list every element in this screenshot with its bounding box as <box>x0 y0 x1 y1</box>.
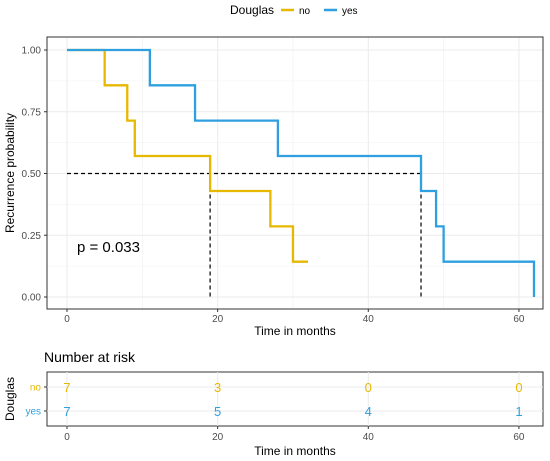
risk-count-no: 0 <box>365 380 372 395</box>
risk-count-no: 7 <box>63 380 70 395</box>
main-plot: 0.00 0.25 0.50 0.75 1.00 0 20 40 60 p = 0.033 T… <box>3 36 544 338</box>
risk-grid <box>47 372 543 426</box>
x-tick-label: 0 <box>64 314 70 325</box>
risk-table-title: Number at risk <box>44 349 136 365</box>
x-axis-title: Time in months <box>254 324 336 338</box>
y-tick-label: 0.50 <box>22 169 42 180</box>
legend-title: Douglas <box>230 3 274 17</box>
risk-x-tick-label: 20 <box>212 432 224 443</box>
y-axis-title: Recurrence probability <box>3 113 17 233</box>
risk-x-tick-label: 40 <box>363 432 375 443</box>
risk-y-axis-title: Douglas <box>3 377 17 421</box>
risk-rows: no 7 3 0 0 yes 7 5 4 1 <box>25 380 522 419</box>
y-tick-label: 0.75 <box>22 107 42 118</box>
legend: Douglas no yes <box>230 3 358 17</box>
p-value-annotation: p = 0.033 <box>77 239 140 256</box>
risk-count-yes: 7 <box>63 404 70 419</box>
y-axis-ticks: 0.00 0.25 0.50 0.75 1.00 <box>22 46 47 304</box>
risk-count-no: 3 <box>214 380 221 395</box>
x-tick-label: 20 <box>212 314 224 325</box>
legend-label-yes: yes <box>342 6 358 17</box>
risk-row-label-no: no <box>30 383 42 394</box>
risk-count-no: 0 <box>515 380 522 395</box>
y-tick-label: 0.00 <box>22 293 42 304</box>
risk-x-tick-label: 0 <box>64 432 70 443</box>
curve-yes <box>67 48 536 297</box>
x-axis-ticks: 0 20 40 60 <box>64 309 525 325</box>
risk-x-ticks: 0 20 40 60 <box>64 426 525 443</box>
risk-panel <box>46 371 544 427</box>
risk-table: Number at risk no 7 3 0 0 yes 7 5 4 1 0 20 40 60 Tim… <box>3 349 544 458</box>
y-tick-label: 0.25 <box>22 231 42 242</box>
median-lines <box>67 172 422 297</box>
risk-x-tick-label: 60 <box>513 432 525 443</box>
risk-row-label-yes: yes <box>25 407 41 418</box>
risk-count-yes: 4 <box>365 404 372 419</box>
legend-label-no: no <box>299 6 311 17</box>
risk-x-axis-title: Time in months <box>254 444 336 458</box>
survival-curves <box>67 48 536 297</box>
y-tick-label: 1.00 <box>22 46 42 57</box>
x-tick-label: 60 <box>513 314 525 325</box>
risk-count-yes: 5 <box>214 404 221 419</box>
risk-count-yes: 1 <box>515 404 522 419</box>
x-tick-label: 40 <box>363 314 375 325</box>
curve-no <box>67 48 309 263</box>
